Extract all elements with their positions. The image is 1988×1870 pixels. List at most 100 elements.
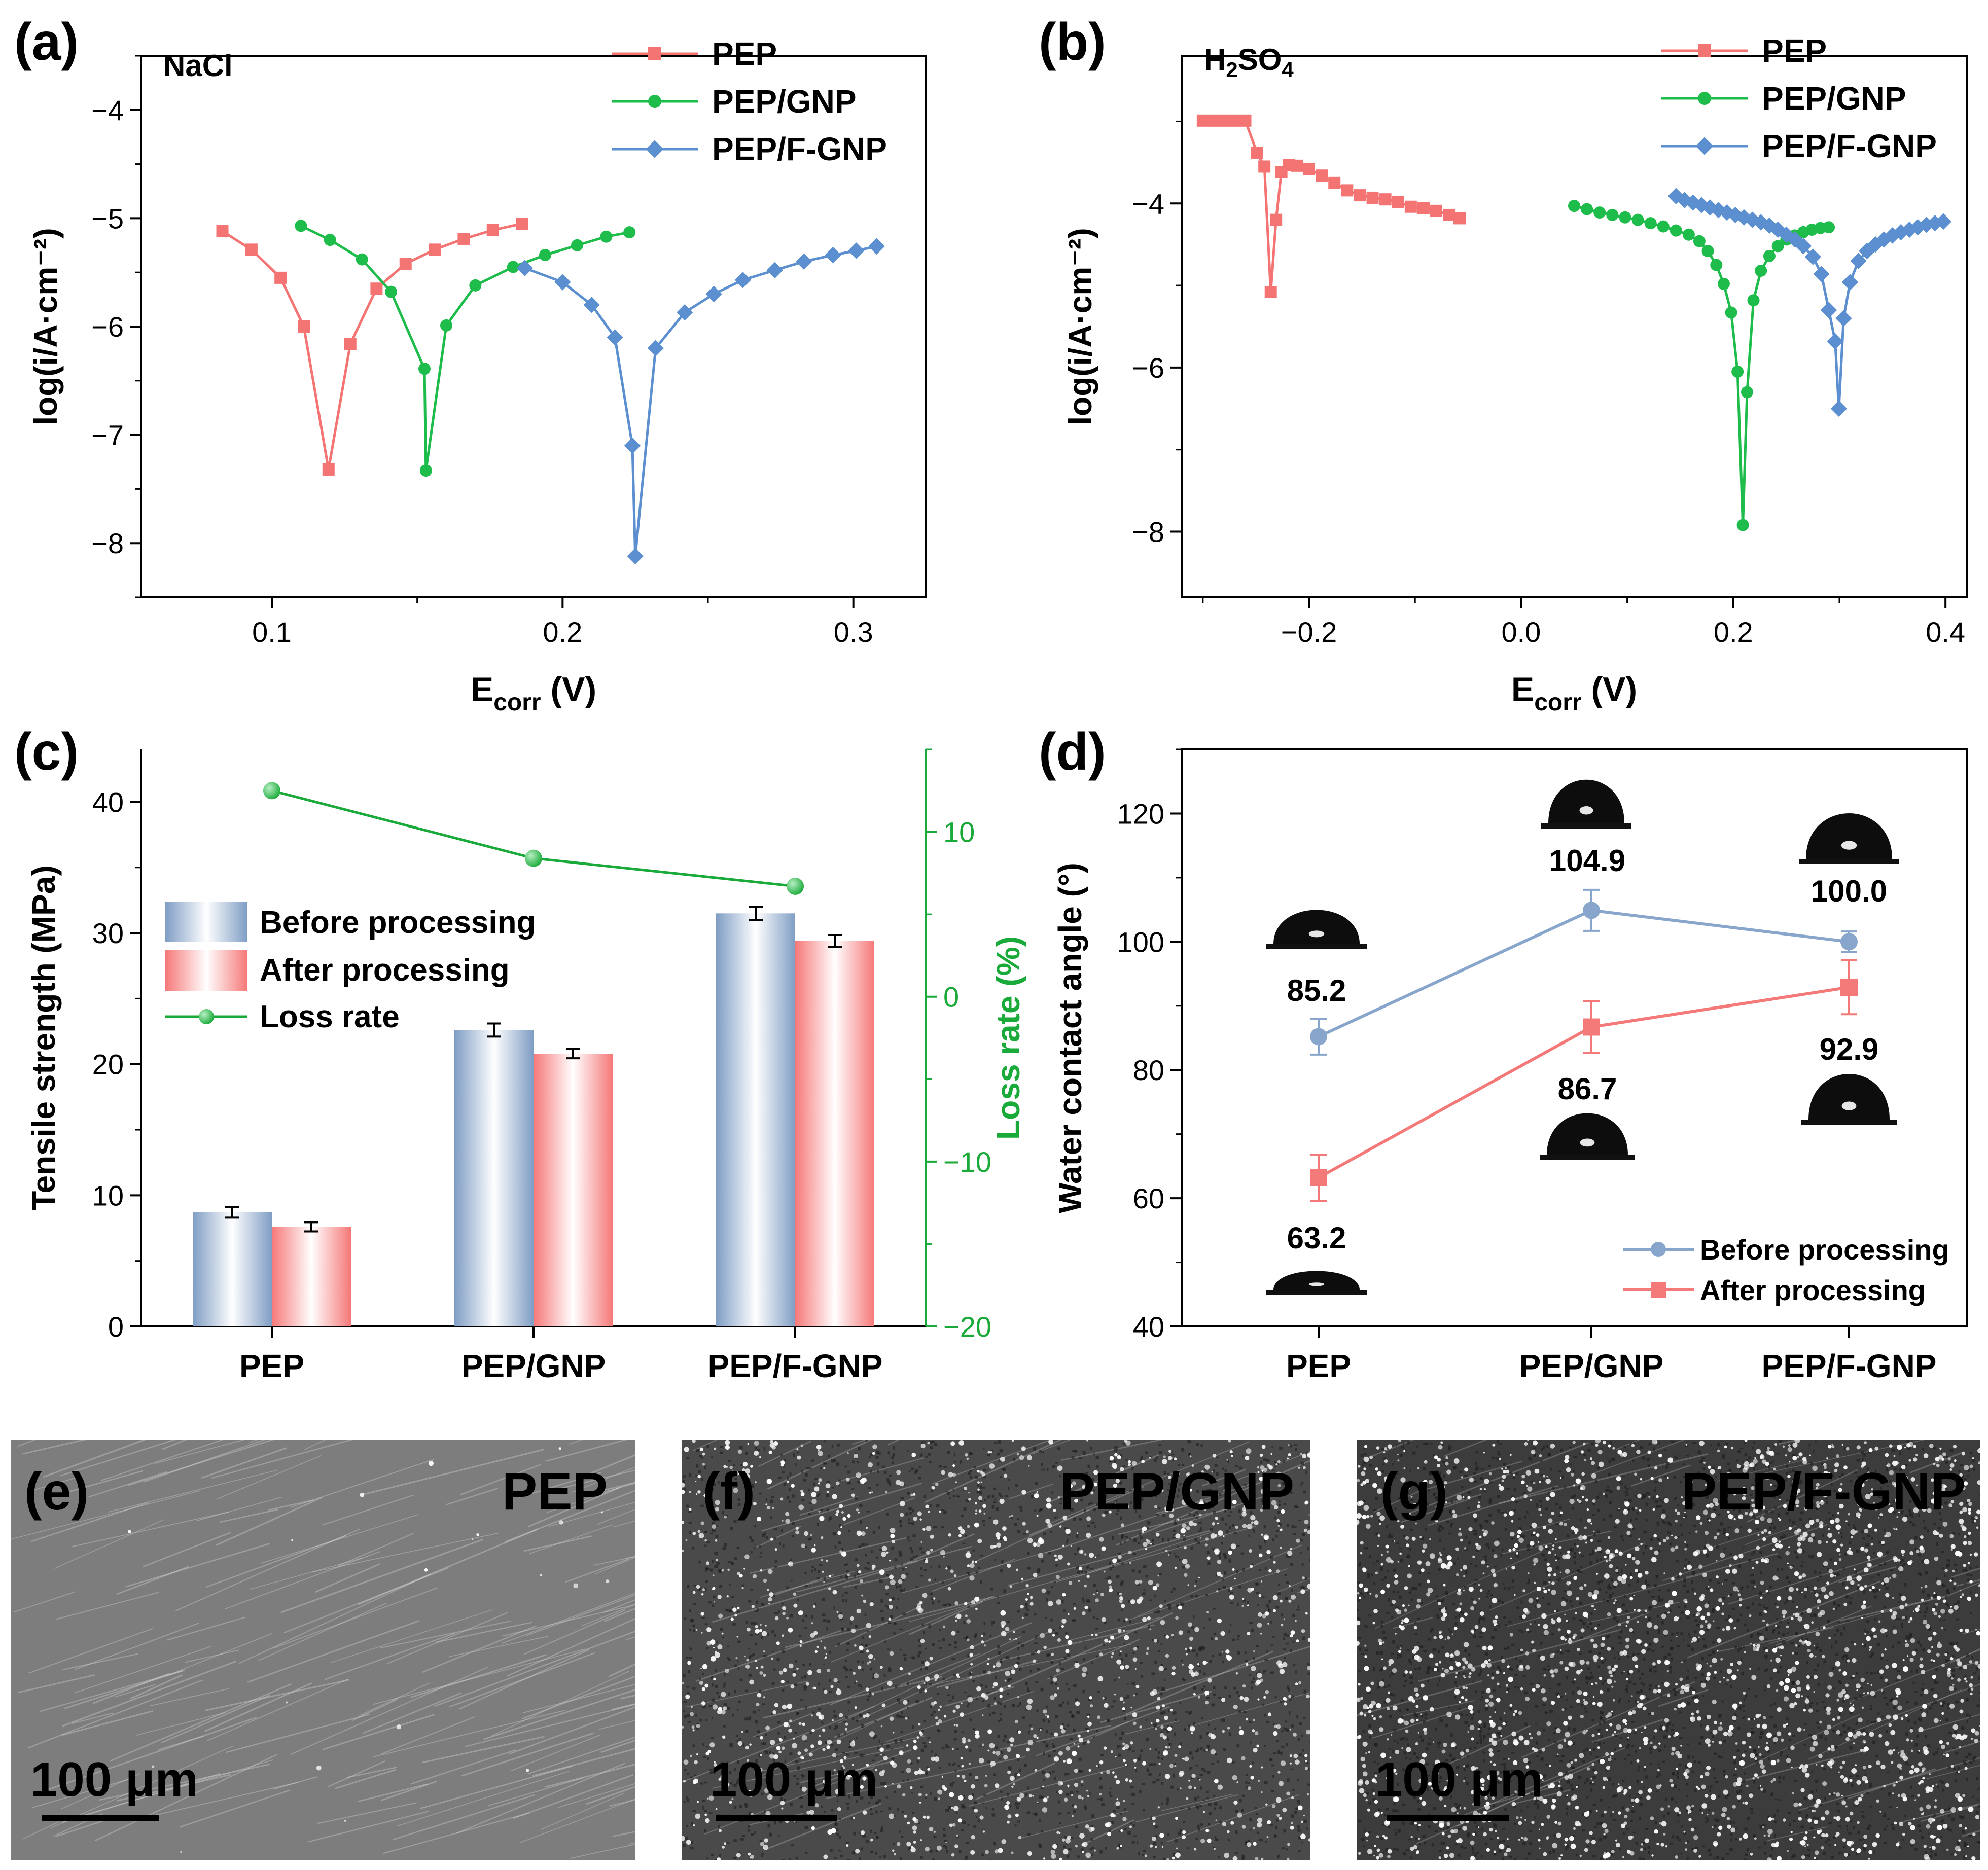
texture-dark [894,1566,897,1569]
texture-dark [1297,1825,1300,1829]
texture-dark [784,1799,786,1801]
texture-dark [1098,1479,1102,1482]
texture-dark [1084,1807,1087,1810]
texture-dark [917,1654,920,1658]
texture-dark [713,1595,716,1598]
texture-dark [876,1556,878,1559]
texture-bright [798,1504,804,1511]
texture-bright [1133,1487,1138,1492]
texture-bright [997,1536,1000,1540]
texture-bright [344,1820,346,1822]
texture-dark [1648,1591,1650,1593]
texture-dark [1935,1680,1939,1684]
texture-dark [983,1448,985,1450]
texture-dark [1166,1736,1169,1739]
texture-dark [1064,1527,1068,1529]
texture-dark [1798,1645,1801,1648]
texture-bright [682,1482,685,1488]
texture-bright [1230,1821,1234,1825]
texture-bright [1128,1551,1132,1555]
texture-dark [1591,1443,1594,1446]
texture-bright [920,1601,923,1604]
texture-bright [790,1684,795,1689]
texture-dark [1117,1553,1121,1556]
scratch [540,1793,625,1830]
texture-dark [1112,1565,1115,1568]
texture-bright [913,1830,917,1834]
texture-dark [699,1677,701,1680]
texture-dark [1488,1465,1492,1467]
texture-dark [1077,1570,1081,1574]
texture-bright [1282,1808,1287,1813]
scratch [969,1766,1124,1807]
texture-dark [1516,1472,1518,1475]
texture-dark [1612,1713,1614,1717]
scratch [843,1577,890,1588]
texture-bright [767,1794,773,1800]
texture-dark [880,1610,884,1612]
texture-bright [737,1606,740,1610]
data-point [1228,114,1241,127]
texture-dark [1286,1554,1288,1558]
texture-bright [869,1731,875,1737]
texture-bright [1194,1585,1196,1587]
texture-dark [955,1811,957,1814]
texture-dark [1135,1693,1138,1696]
texture-dark [1083,1453,1086,1455]
texture-dark [1290,1814,1294,1818]
texture-bright [917,1685,921,1689]
texture-dark [877,1799,881,1803]
texture-dark [1428,1638,1431,1641]
texture-dark [686,1685,690,1688]
texture-dark [1526,1511,1529,1514]
texture-dark [1123,1540,1126,1543]
texture-dark [1018,1506,1022,1509]
texture-bright [1277,1771,1281,1774]
texture-bright [697,1475,701,1479]
texture-bright [1090,1827,1095,1831]
value-label: 63.2 [1287,1221,1346,1255]
bar-After processing [272,1227,351,1326]
texture-bright [1139,1725,1142,1729]
texture-dark [1111,1821,1115,1824]
texture-bright [1247,1604,1249,1607]
texture-dark [1221,1517,1224,1521]
texture-bright [1232,1775,1237,1781]
texture-dark [763,1654,767,1658]
texture-dark [991,1621,995,1624]
texture-dark [827,1619,830,1623]
texture-bright [1300,1589,1305,1594]
texture-dark [1161,1842,1163,1844]
texture-bright [925,1560,929,1563]
texture-dark [779,1797,783,1801]
texture-bright [693,1824,695,1827]
texture-dark [906,1779,909,1782]
texture-dark [927,1737,930,1739]
texture-bright [818,1451,823,1456]
texture-dark [1382,1463,1384,1465]
texture-dark [789,1472,792,1476]
texture-bright [1306,1584,1310,1589]
y-tick-label: 120 [1117,798,1164,830]
texture-dark [1152,1763,1156,1766]
texture-bright [935,1716,938,1720]
texture-dark [1247,1839,1250,1843]
texture-dark [1275,1535,1278,1538]
texture-dark [1070,1837,1074,1839]
scratch [27,1679,203,1749]
texture-bright [955,1834,959,1837]
texture-dark [1218,1551,1222,1555]
texture-bright [1125,1617,1128,1621]
texture-bright [1251,1521,1254,1524]
texture-dark [1071,1456,1075,1460]
texture-bright [1057,1554,1063,1560]
texture-bright [180,1851,182,1853]
scratch [142,1531,231,1568]
x-tick-label: PEP/F-GNP [1762,1348,1937,1384]
texture-dark [861,1685,863,1689]
texture-bright [1137,1598,1142,1604]
texture-bright [725,1445,730,1450]
texture-dark [1162,1538,1164,1542]
texture-bright [887,1681,893,1686]
scratch [1810,1557,1898,1593]
